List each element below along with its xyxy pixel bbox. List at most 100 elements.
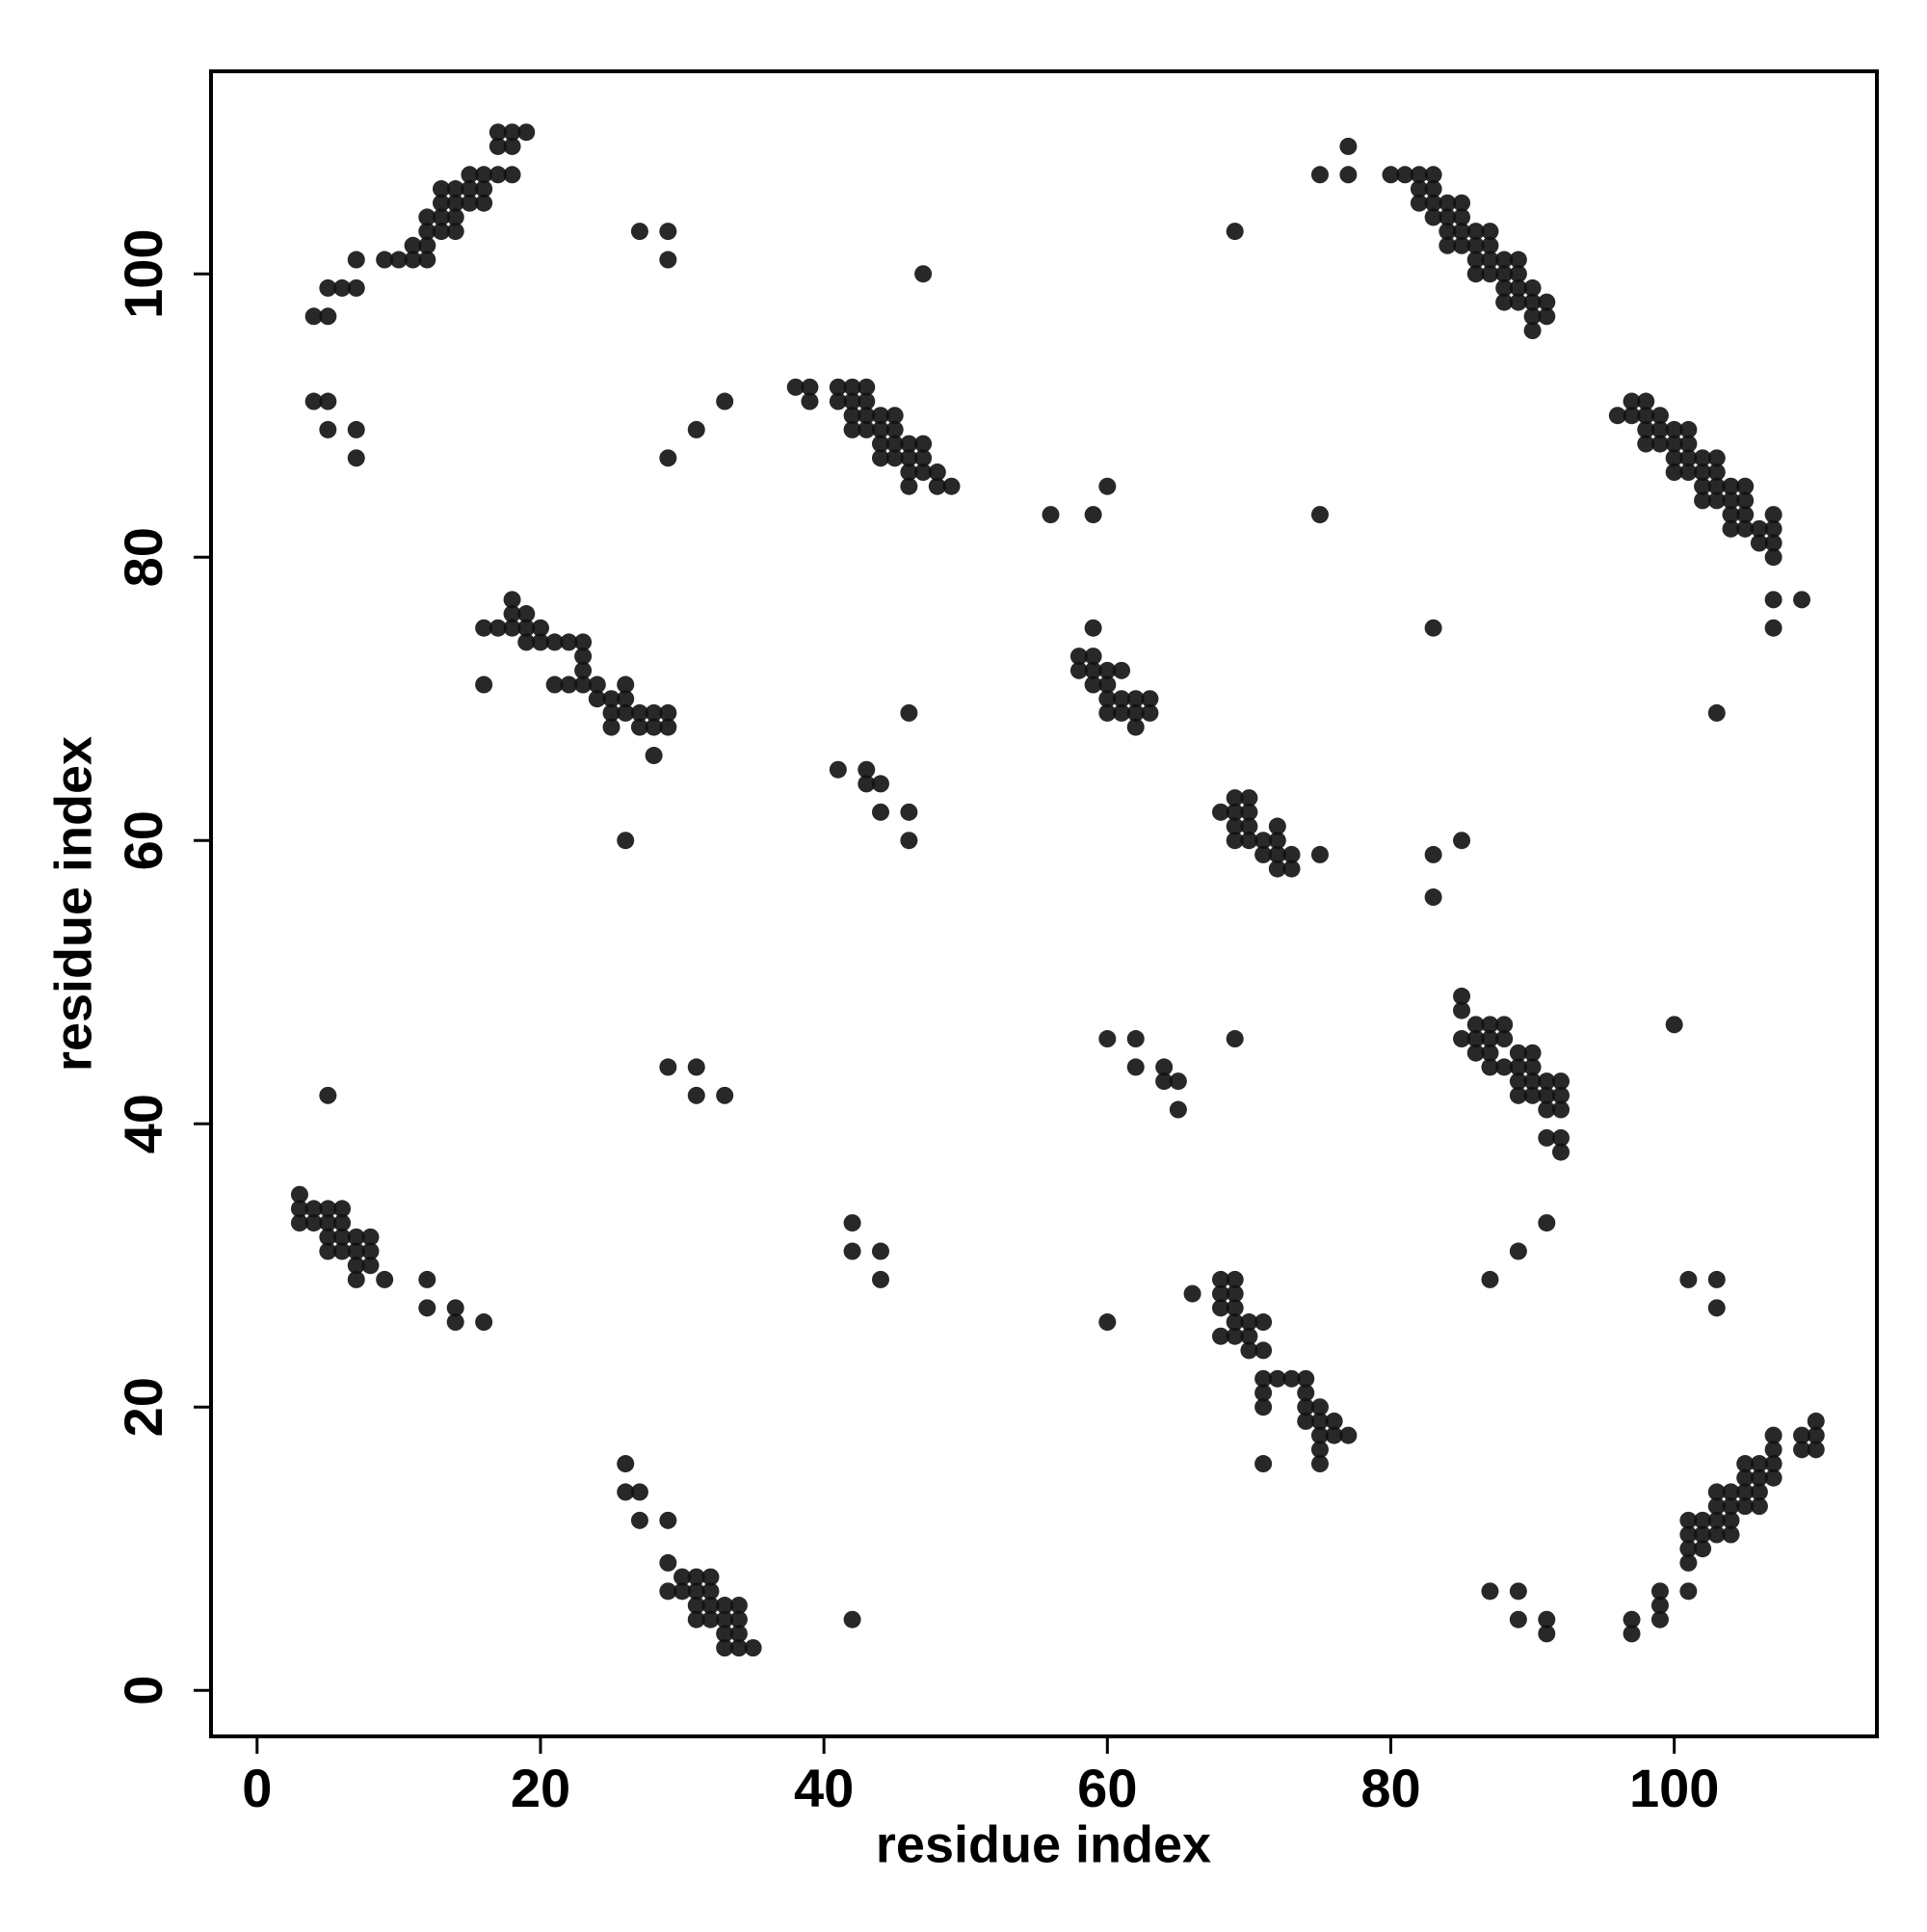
- point: [687, 420, 705, 438]
- point: [630, 223, 648, 241]
- point: [1722, 519, 1740, 538]
- point: [1113, 661, 1131, 679]
- point: [617, 1483, 635, 1501]
- point: [1665, 420, 1683, 438]
- point: [446, 1313, 464, 1332]
- point: [1126, 1030, 1145, 1048]
- point: [1310, 1398, 1329, 1416]
- point: [517, 605, 536, 623]
- point: [1707, 477, 1726, 495]
- point: [1098, 661, 1117, 679]
- point: [574, 648, 593, 666]
- point: [659, 703, 677, 722]
- point: [475, 166, 493, 184]
- x-axis-title: residue index: [876, 1815, 1211, 1873]
- point: [1509, 1610, 1527, 1628]
- point: [1297, 1398, 1315, 1416]
- point: [1793, 1426, 1811, 1444]
- point: [858, 420, 876, 438]
- y-tick-label: 20: [113, 1377, 173, 1437]
- point: [446, 223, 464, 241]
- point: [900, 435, 918, 453]
- point: [560, 633, 578, 651]
- point: [1495, 251, 1514, 269]
- point: [659, 449, 677, 467]
- point: [645, 747, 663, 765]
- point: [885, 449, 904, 467]
- point: [1509, 1086, 1527, 1104]
- point: [1424, 166, 1442, 184]
- point: [928, 477, 946, 495]
- point: [1538, 293, 1556, 311]
- point: [1538, 1100, 1556, 1119]
- point: [1707, 703, 1726, 722]
- y-axis-title: residue index: [44, 736, 102, 1072]
- point: [1509, 1582, 1527, 1601]
- point: [1226, 1299, 1244, 1317]
- point: [404, 251, 422, 269]
- point: [1310, 1412, 1329, 1430]
- point: [446, 208, 464, 226]
- point: [1268, 1369, 1286, 1388]
- point: [333, 1214, 352, 1232]
- point: [1126, 1058, 1145, 1076]
- point: [687, 1597, 705, 1615]
- point: [1084, 648, 1102, 666]
- point: [1254, 845, 1273, 863]
- point: [1707, 1511, 1726, 1529]
- point: [1736, 519, 1755, 538]
- point: [900, 803, 918, 821]
- point: [1764, 1441, 1782, 1459]
- point: [1707, 491, 1726, 510]
- point: [1694, 1511, 1712, 1529]
- point: [1694, 463, 1712, 482]
- point: [729, 1597, 748, 1615]
- point: [1297, 1412, 1315, 1430]
- point: [630, 1511, 648, 1529]
- point: [843, 1610, 861, 1628]
- point: [1155, 1072, 1174, 1091]
- point: [1466, 223, 1485, 241]
- point: [1084, 661, 1102, 679]
- point: [290, 1200, 308, 1218]
- point: [1736, 1455, 1755, 1473]
- point: [1650, 1610, 1669, 1628]
- point: [1722, 1511, 1740, 1529]
- point: [1211, 1284, 1229, 1303]
- point: [885, 407, 904, 425]
- point: [319, 1200, 337, 1218]
- point: [1623, 392, 1641, 410]
- point: [1310, 1455, 1329, 1473]
- point: [716, 392, 734, 410]
- point: [914, 435, 933, 453]
- point: [1069, 661, 1088, 679]
- point: [588, 675, 606, 694]
- point: [1623, 1625, 1641, 1643]
- point: [475, 194, 493, 212]
- point: [433, 180, 451, 198]
- point: [304, 307, 323, 326]
- point: [1538, 1625, 1556, 1643]
- point: [602, 718, 620, 736]
- point: [1042, 506, 1060, 524]
- point: [560, 675, 578, 694]
- point: [418, 1270, 436, 1288]
- point: [900, 477, 918, 495]
- point: [617, 1455, 635, 1473]
- point: [1650, 407, 1669, 425]
- point: [716, 1610, 734, 1628]
- point: [488, 137, 507, 155]
- point: [701, 1597, 720, 1615]
- point: [1183, 1284, 1201, 1303]
- point: [871, 775, 889, 793]
- point: [319, 1228, 337, 1246]
- point: [1481, 1044, 1499, 1062]
- point: [1509, 293, 1527, 311]
- point: [1650, 420, 1669, 438]
- point: [645, 703, 663, 722]
- point: [843, 378, 861, 396]
- point: [701, 1582, 720, 1601]
- point: [1226, 803, 1244, 821]
- point: [1268, 845, 1286, 863]
